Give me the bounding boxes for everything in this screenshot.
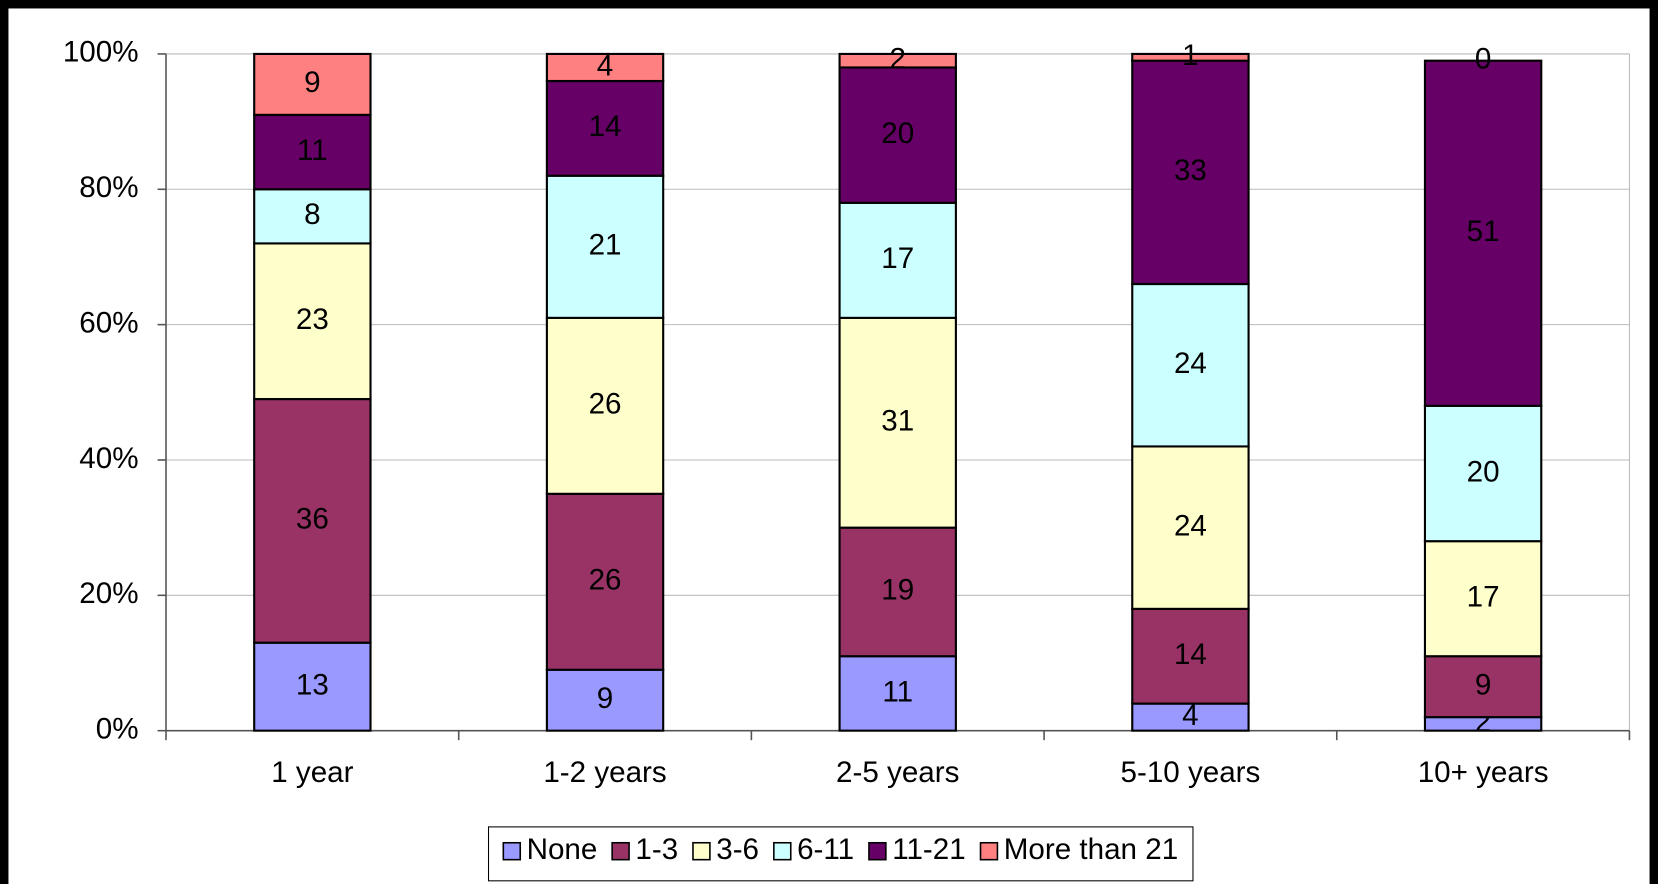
bar-segment — [545, 52, 665, 83]
legend-swatch — [692, 841, 711, 861]
data-label: 4 — [1182, 699, 1198, 732]
data-label: 2 — [889, 43, 905, 76]
bar-segment — [838, 655, 957, 732]
data-label: 0 — [1475, 43, 1491, 76]
x-tick-label: 1 year — [271, 756, 353, 789]
data-label: 24 — [1174, 509, 1207, 542]
data-label: 11 — [297, 134, 328, 167]
data-label: 14 — [1174, 638, 1207, 671]
y-tick-label: 100% — [63, 36, 139, 69]
data-label: 23 — [296, 303, 329, 336]
bar-segment — [545, 668, 665, 732]
bar-segment — [253, 641, 372, 732]
bar-segment — [838, 52, 957, 69]
data-label: 1 — [1182, 39, 1198, 72]
data-label: 33 — [1174, 154, 1207, 187]
data-label: 11 — [882, 675, 913, 708]
data-label: 19 — [881, 574, 914, 607]
bar-segment — [545, 174, 665, 319]
bar-segment — [545, 316, 665, 495]
legend-swatch — [979, 841, 999, 861]
bar-segment — [838, 316, 957, 529]
bar-segment — [253, 52, 372, 116]
data-label: 26 — [589, 564, 622, 597]
data-label: 36 — [296, 503, 329, 536]
bar-segment — [1131, 607, 1250, 705]
y-tick-label: 0% — [96, 712, 139, 745]
data-label: 20 — [1467, 455, 1500, 488]
x-tick-label: 10+ years — [1418, 756, 1549, 789]
data-label: 14 — [589, 110, 622, 143]
legend-swatch — [611, 841, 630, 861]
data-label: 24 — [1174, 347, 1207, 380]
y-tick-label: 20% — [79, 577, 138, 610]
x-tick-label: 1-2 years — [543, 756, 666, 789]
legend-label: 6-11 — [797, 833, 854, 866]
data-label: 13 — [296, 668, 329, 701]
bar-segment — [1131, 445, 1250, 610]
data-label: 9 — [304, 66, 320, 99]
bar-segment — [253, 398, 372, 644]
data-label: 26 — [589, 388, 622, 421]
legend-label: 11-21 — [892, 833, 966, 866]
x-tick-label: 5-10 years — [1121, 756, 1261, 789]
bar-segment — [838, 66, 957, 204]
legend-label: None — [527, 833, 598, 866]
x-tick-label: 2-5 years — [836, 756, 959, 789]
legend-swatch — [868, 841, 887, 861]
legend-box — [487, 826, 1194, 882]
y-tick-label: 60% — [79, 306, 138, 339]
data-label: 8 — [304, 198, 320, 231]
legend-label: More than 21 — [1004, 833, 1178, 866]
data-label: 17 — [1467, 581, 1500, 614]
legend-swatch — [773, 841, 792, 861]
legend-swatch — [502, 841, 522, 861]
bar-segment — [838, 201, 957, 319]
y-tick-label: 80% — [79, 171, 138, 204]
data-label: 21 — [589, 229, 622, 262]
data-label: 51 — [1467, 215, 1500, 248]
data-label: 31 — [881, 405, 914, 438]
data-label: 4 — [597, 49, 613, 82]
data-label: 9 — [1475, 668, 1491, 701]
data-label: 17 — [881, 242, 914, 275]
bar-segment — [1423, 655, 1543, 719]
bar-segment — [1131, 52, 1250, 62]
data-label: 20 — [881, 117, 914, 150]
bar-segment — [1423, 404, 1543, 543]
legend-label: 1-3 — [635, 833, 678, 866]
legend-label: 3-6 — [716, 833, 759, 866]
data-label: 9 — [597, 682, 613, 715]
y-tick-label: 40% — [79, 442, 138, 475]
bar-segment — [545, 492, 665, 671]
bar-segment — [1423, 59, 1543, 407]
